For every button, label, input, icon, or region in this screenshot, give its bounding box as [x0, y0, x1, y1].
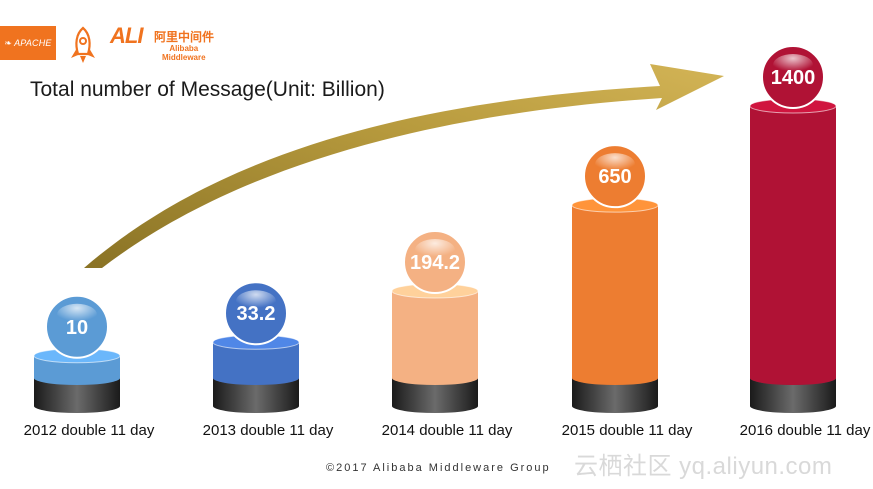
value-label: 10 [66, 317, 88, 339]
ali-cn-text: 阿里中间件 [154, 30, 215, 44]
value-label: 194.2 [410, 252, 460, 274]
header-logos: ❧ APACHE ALI 阿里中间件 Alibaba Middleware [0, 22, 230, 70]
trend-arrow [84, 64, 724, 268]
bar [213, 342, 299, 385]
category-label: 2014 double 11 day [382, 422, 513, 439]
apache-logo: ❧ APACHE [0, 26, 56, 60]
ali-en-line2: Middleware [162, 53, 206, 62]
value-label: 1400 [771, 67, 816, 89]
alibaba-middleware-logo: ALI 阿里中间件 Alibaba Middleware [110, 22, 230, 68]
ali-en-line1: Alibaba [169, 44, 199, 53]
value-bubble-shine [595, 153, 635, 176]
value-label: 650 [598, 166, 631, 188]
category-label: 2013 double 11 day [203, 422, 334, 439]
watermark: 云栖社区 yq.aliyun.com [574, 453, 833, 480]
copyright-footer: ©2017 Alibaba Middleware Group [326, 462, 551, 474]
category-label: 2012 double 11 day [24, 422, 155, 439]
value-bubble-shine [415, 239, 455, 262]
value-bubble-shine [236, 290, 276, 313]
rocketmq-logo [71, 26, 95, 63]
bar-base [750, 378, 836, 413]
bar-base [392, 378, 478, 413]
bar-base [572, 378, 658, 413]
category-label: 2016 double 11 day [740, 422, 871, 439]
value-bubble-shine [57, 303, 97, 326]
bar-base [213, 378, 299, 413]
ali-mark: ALI [110, 23, 143, 48]
category-label: 2015 double 11 day [562, 422, 693, 439]
feather-icon: ❧ [4, 37, 13, 48]
bar [34, 355, 120, 385]
bar-group: 10 2012 double 11 day 33.2 2013 double 11 d… [24, 45, 871, 439]
bar [392, 291, 478, 385]
ali-en-text: Alibaba Middleware [162, 44, 206, 62]
value-label: 33.2 [237, 303, 276, 325]
bar-base [34, 378, 120, 413]
bar [750, 106, 836, 385]
value-bubble-shine [773, 54, 813, 76]
chart-title: Total number of Message(Unit: Billion) [30, 78, 385, 101]
apache-logo-text: APACHE [14, 38, 52, 48]
bar [572, 205, 658, 385]
